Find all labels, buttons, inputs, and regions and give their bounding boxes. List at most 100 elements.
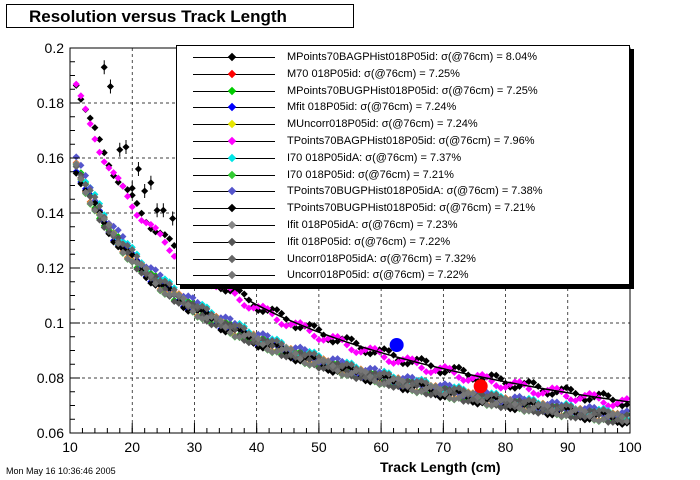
legend-marker (227, 237, 237, 247)
data-point (128, 203, 136, 211)
timestamp: Mon May 16 10:36:46 2005 (6, 466, 116, 476)
data-point (348, 361, 356, 369)
data-point (530, 379, 538, 387)
legend-marker (227, 254, 237, 263)
data-point (254, 335, 262, 343)
data-point (184, 307, 192, 315)
data-point (623, 407, 631, 415)
data-point (245, 304, 253, 312)
data-point (329, 362, 337, 370)
data-point (609, 402, 617, 410)
data-point (432, 382, 440, 390)
data-point (348, 370, 356, 378)
data-point (124, 249, 132, 257)
data-point (553, 398, 561, 406)
data-point (119, 249, 127, 257)
data-point (82, 189, 90, 197)
data-point (352, 367, 360, 375)
data-point (175, 299, 183, 307)
outlier-point (134, 165, 142, 173)
data-point (287, 345, 295, 353)
data-point (86, 120, 94, 128)
data-point (418, 388, 426, 396)
chart-title-box: Resolution versus Track Length (6, 4, 354, 28)
data-point (86, 200, 94, 208)
data-point (166, 291, 174, 299)
data-point (525, 385, 533, 393)
data-point (371, 369, 379, 377)
data-point (427, 382, 435, 390)
data-point (124, 192, 132, 200)
data-point (446, 381, 454, 389)
legend-label: Uncorr018P05idA: σ(@76cm) = 7.32% (287, 252, 476, 265)
legend-marker (227, 119, 237, 129)
data-point (558, 413, 566, 421)
y-tick-label: 0.12 (37, 260, 64, 276)
data-point (77, 175, 85, 183)
data-point (604, 402, 612, 410)
y-tick-label: 0.08 (37, 370, 64, 386)
data-point (189, 294, 197, 302)
data-point (226, 315, 234, 323)
data-point (530, 396, 538, 405)
legend: MPoints70BAGPHist018P05id: σ(@76cm) = 8.… (176, 45, 630, 285)
data-point (189, 308, 197, 316)
data-point (264, 332, 272, 340)
data-point (306, 349, 314, 357)
data-point (371, 373, 379, 381)
legend-marker (227, 187, 237, 196)
data-point (413, 355, 421, 363)
data-point (548, 406, 556, 414)
data-point (595, 390, 603, 398)
y-tick-label: 0.16 (37, 150, 64, 166)
data-point (100, 215, 108, 223)
data-point (376, 380, 384, 388)
legend-marker (227, 136, 237, 146)
data-point (497, 404, 505, 412)
legend-label: I70 018P05idA: σ(@76cm) = 7.37% (287, 151, 462, 164)
data-point (128, 246, 136, 254)
chart-title: Resolution versus Track Length (29, 7, 287, 26)
data-point (166, 246, 174, 255)
data-point (124, 242, 132, 250)
legend-entry: TPoints70BAGPHist018P05id: σ(@76cm) = 7.… (177, 134, 629, 150)
y-tick-label: 0.2 (45, 40, 65, 56)
data-point (236, 296, 244, 304)
data-point (497, 384, 505, 392)
data-point (152, 224, 160, 232)
data-point (91, 207, 99, 215)
data-point (366, 364, 374, 372)
legend-marker (227, 69, 237, 79)
data-point (231, 333, 239, 341)
data-point (576, 410, 584, 418)
data-point (492, 390, 500, 398)
legend-label: MPoints70BUGPHist018P05id: σ(@76cm) = 7.… (287, 84, 538, 97)
data-point (96, 211, 104, 219)
data-point (623, 395, 631, 403)
data-point (399, 382, 407, 391)
data-point (567, 409, 575, 417)
data-point (306, 356, 314, 364)
legend-label: Uncorr018P05id: σ(@76cm) = 7.22% (287, 269, 469, 282)
data-point (212, 314, 220, 322)
data-point (623, 417, 631, 425)
data-point (82, 105, 90, 113)
data-point (310, 332, 318, 340)
data-point (110, 169, 118, 177)
data-point (516, 392, 524, 400)
data-point (520, 407, 528, 415)
legend-label: MUncorr018P05id: σ(@76cm) = 7.24% (287, 118, 478, 131)
data-point (268, 348, 276, 356)
data-point (268, 342, 276, 350)
data-point (492, 399, 500, 408)
data-point (324, 358, 332, 366)
data-point (455, 363, 463, 371)
legend-label: TPoints70BUGPHist018P05id: σ(@76cm) = 7.… (287, 202, 536, 215)
data-point (296, 355, 304, 363)
data-point (338, 371, 346, 379)
data-point (539, 405, 547, 413)
data-point (525, 377, 533, 386)
data-point (282, 344, 290, 352)
legend-label: MPoints70BAGPHist018P05id: σ(@76cm) = 8.… (287, 51, 537, 63)
data-point (96, 148, 104, 156)
